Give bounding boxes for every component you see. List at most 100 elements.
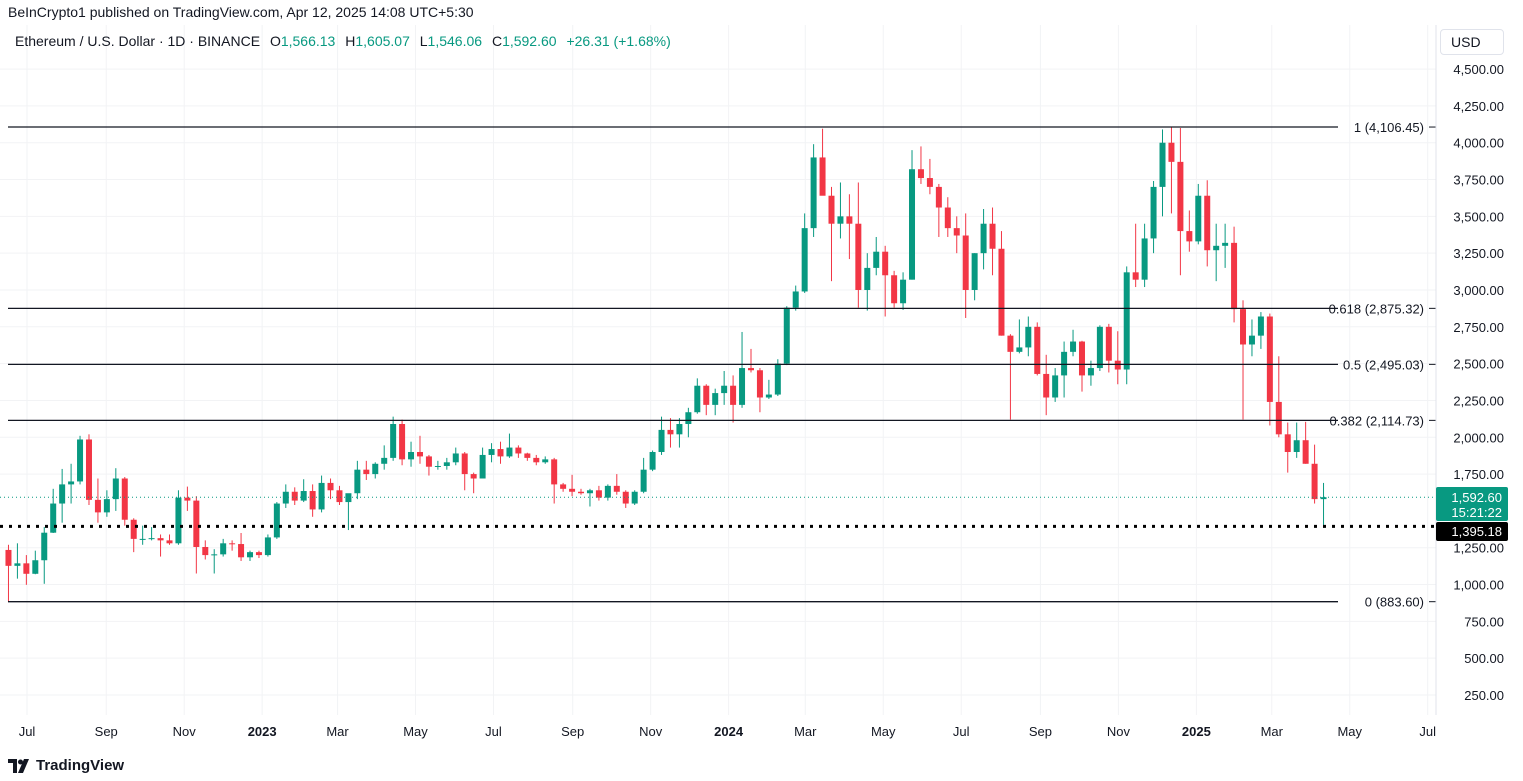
fibonacci-retracement[interactable]: 1 (4,106.45) 0.618 (2,875.32) 0.5 (2,495.0…	[8, 120, 1436, 610]
publish-info: BeInCrypto1 published on TradingView.com…	[8, 4, 474, 20]
currency-button[interactable]: USD	[1440, 29, 1504, 55]
candle-body	[300, 491, 307, 501]
candle-body	[685, 412, 692, 425]
candle-body	[1275, 401, 1282, 435]
candle	[23, 555, 30, 585]
candle	[1096, 325, 1103, 371]
close-label: C	[491, 33, 503, 49]
candle	[14, 543, 21, 579]
candle-body	[318, 482, 325, 510]
candle-body	[264, 537, 271, 556]
candle-body	[77, 439, 84, 482]
candle	[765, 379, 772, 399]
last-price-label: 1,592.60	[1451, 490, 1502, 505]
candle-body	[41, 532, 48, 561]
candle	[461, 451, 468, 491]
y-tick-label: 1,250.00	[1453, 541, 1504, 556]
candle	[175, 490, 182, 545]
candle-body	[184, 497, 191, 501]
candle	[193, 496, 200, 574]
candle	[1141, 223, 1148, 288]
candle-body	[1311, 463, 1318, 500]
candle-body	[461, 453, 468, 475]
candle	[336, 485, 343, 506]
candle-body	[1025, 326, 1032, 348]
candle	[1311, 444, 1318, 504]
candle-body	[1123, 272, 1130, 370]
candle	[533, 454, 540, 466]
candle-body	[1034, 326, 1041, 374]
candle	[470, 472, 477, 494]
candle-body	[399, 424, 406, 460]
candle	[184, 486, 191, 511]
candle	[121, 477, 128, 526]
candle-body	[998, 248, 1005, 336]
candle	[1204, 180, 1211, 267]
candle-body	[846, 216, 853, 224]
candle-body	[372, 463, 379, 475]
candle-body	[980, 223, 987, 254]
candle-body	[452, 453, 459, 463]
candle-body	[390, 424, 397, 458]
candle-body	[497, 449, 504, 457]
candle-body	[1087, 368, 1094, 376]
candle	[103, 490, 110, 517]
candle	[1240, 300, 1247, 420]
candle	[1213, 223, 1220, 282]
candle	[363, 460, 370, 480]
candle	[247, 550, 254, 561]
candle	[721, 370, 728, 405]
candle-body	[747, 368, 754, 371]
candle-body	[363, 469, 370, 475]
candle	[443, 457, 450, 470]
candle-body	[604, 485, 611, 498]
candle	[1177, 127, 1184, 276]
candle-body	[962, 235, 969, 290]
candle-body	[32, 560, 39, 574]
candle	[1061, 341, 1068, 398]
candle-body	[989, 223, 996, 249]
candle-body	[202, 546, 209, 556]
candle-body	[1168, 142, 1175, 162]
x-tick-label: 2025	[1182, 724, 1211, 739]
candle	[998, 231, 1005, 336]
fib-level-label: 0.382 (2,114.73)	[1330, 413, 1424, 428]
candle-body	[810, 157, 817, 229]
y-tick-label: 3,000.00	[1453, 283, 1504, 298]
open-value: 1,566.13	[280, 33, 336, 49]
candle-body	[425, 456, 432, 467]
candle-body	[488, 449, 495, 455]
y-tick-label: 2,250.00	[1453, 393, 1504, 408]
candle	[1195, 183, 1202, 245]
candle-body	[900, 279, 907, 304]
candle-body	[667, 429, 674, 435]
candle-body	[515, 447, 522, 454]
y-tick-label: 2,000.00	[1453, 430, 1504, 445]
time-axis[interactable]: Jul Sep Nov 2023 Mar May Jul Sep Nov 2024 Mar May Ju…	[19, 724, 1436, 739]
tradingview-logo[interactable]: TradingView	[8, 757, 124, 774]
candle	[112, 468, 119, 511]
candle-body	[774, 363, 781, 395]
candle-body	[640, 469, 647, 492]
candle-body	[130, 519, 137, 539]
candle	[416, 435, 423, 464]
price-axis[interactable]: 4,500.00 4,250.00 4,000.00 3,750.00 3,500.00…	[1453, 62, 1504, 703]
candle	[497, 441, 504, 464]
x-tick-label: Jul	[1419, 724, 1436, 739]
candle-body	[1222, 242, 1229, 246]
candle-body	[703, 385, 710, 405]
symbol-title[interactable]: Ethereum / U.S. Dollar · 1D · BINANCE	[15, 33, 261, 49]
candle-body	[622, 491, 629, 504]
fib-level-label: 1 (4,106.45)	[1354, 120, 1424, 135]
y-tick-label: 2,750.00	[1453, 320, 1504, 335]
candle-body	[1141, 238, 1148, 280]
candle	[354, 460, 361, 500]
candle	[926, 158, 933, 195]
candle-body	[801, 228, 808, 292]
candle-body	[211, 554, 218, 556]
candle	[1186, 210, 1193, 252]
candle-body	[1061, 351, 1068, 376]
support-price-badge	[1436, 522, 1508, 541]
candle-body	[506, 447, 513, 457]
